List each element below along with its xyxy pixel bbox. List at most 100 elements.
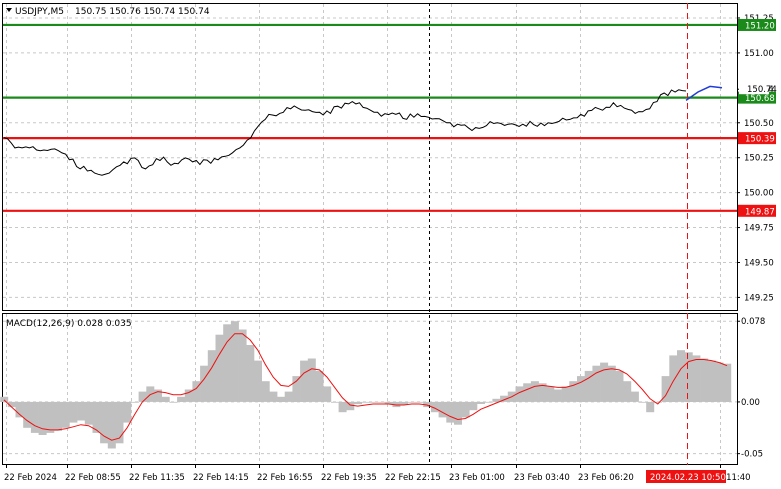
macd-histogram-bar	[592, 365, 601, 402]
time-axis-label: b 11:40	[718, 473, 751, 483]
macd-histogram-bar	[661, 376, 670, 402]
macd-histogram-bar	[92, 401, 101, 433]
macd-histogram-bar	[354, 401, 362, 404]
macd-histogram-bar	[653, 401, 662, 403]
price-axis-label: 149.50	[744, 258, 774, 268]
macd-histogram-bar	[600, 362, 609, 402]
price-axis-label: 151.00	[744, 49, 774, 59]
macd-histogram-bar	[561, 386, 570, 402]
macd-histogram-bar	[46, 401, 55, 433]
macd-histogram-bar	[500, 395, 509, 402]
time-cursor-label: 2024.02.23 10:50	[650, 473, 726, 483]
price-axis-label: 150.50	[744, 119, 774, 129]
macd-histogram-bar	[669, 355, 678, 402]
macd-histogram-bar	[184, 389, 193, 402]
level-tag-label: 149.87	[745, 207, 775, 217]
macd-histogram-bar	[577, 376, 585, 402]
macd-histogram-bar	[315, 370, 324, 402]
macd-histogram-bar	[430, 401, 439, 413]
macd-indicator-label[interactable]: MACD(12,26,9) 0.028 0.035	[6, 319, 132, 329]
macd-histogram-bar	[361, 401, 370, 403]
macd-histogram-bar	[377, 401, 385, 403]
level-tag-bg	[738, 18, 776, 31]
level-tag-label: 151.20	[745, 21, 775, 31]
macd-histogram-bar	[715, 362, 724, 402]
ohlc-values: 150.75 150.76 150.74 150.74	[75, 7, 210, 17]
macd-histogram-bar	[407, 401, 416, 403]
macd-histogram-bar	[130, 401, 139, 403]
macd-histogram-bar	[384, 401, 393, 404]
macd-histogram-bar	[477, 401, 485, 404]
current-price-tag: 150.74	[739, 84, 777, 95]
macd-histogram-bar	[692, 355, 701, 402]
time-cursor-tag: 2024.02.23 10:50	[646, 470, 726, 483]
macd-histogram-bar	[454, 401, 462, 425]
price-line	[3, 89, 687, 176]
time-axis: 22 Feb 2024 22 Feb 08:55 22 Feb 11:35 22 Fe…	[4, 465, 751, 483]
macd-histogram-bar	[569, 381, 578, 402]
macd-histogram-bar	[307, 358, 316, 402]
macd-histogram-bar	[54, 401, 62, 431]
macd-histogram-bar	[254, 360, 262, 402]
macd-histogram-bar	[207, 350, 216, 402]
macd-histogram-bar	[607, 365, 616, 402]
macd-histogram-bar	[300, 360, 309, 402]
macd-histogram-bar	[684, 352, 693, 402]
macd-histogram-bar	[469, 401, 478, 411]
time-axis-label: 23 Feb 03:40	[514, 473, 570, 483]
symbol-label[interactable]: USDJPY,M5	[15, 7, 64, 17]
macd-histogram-bar	[154, 389, 162, 402]
current-price-label: 150.74	[747, 85, 777, 95]
macd-histogram-bar	[438, 401, 447, 418]
macd-histogram-bar	[553, 389, 562, 402]
macd-axis-label: 0.078	[741, 317, 765, 327]
macd-histogram-bar	[261, 381, 270, 402]
price-axis: 151.25151.00150.74150.50150.25150.00149.…	[737, 14, 774, 303]
macd-histogram-bar	[7, 401, 16, 408]
time-axis-label: 22 Feb 08:55	[65, 473, 121, 483]
macd-histogram-bar	[415, 401, 424, 403]
macd-histogram	[0, 321, 732, 449]
macd-histogram-bar	[530, 381, 539, 402]
macd-histogram-bar	[284, 391, 293, 402]
symbol-dropdown-icon[interactable]	[6, 8, 12, 12]
macd-histogram-bar	[107, 401, 116, 449]
macd-histogram-bar	[723, 363, 732, 402]
macd-histogram-bar	[292, 376, 301, 402]
macd-histogram-bar	[615, 370, 624, 402]
macd-histogram-bar	[269, 391, 278, 402]
macd-histogram-bar	[330, 401, 339, 403]
time-axis-label: 22 Feb 22:15	[385, 473, 441, 483]
macd-histogram-bar	[0, 396, 9, 402]
macd-histogram-bar	[77, 401, 86, 421]
macd-histogram-bar	[277, 396, 285, 402]
macd-axis-label: -0.05	[741, 450, 763, 460]
level-tag-bg	[738, 91, 776, 104]
macd-histogram-bar	[30, 401, 39, 433]
macd-histogram-bar	[177, 396, 186, 402]
macd-histogram-bar	[400, 401, 409, 405]
macd-histogram-bar	[346, 401, 355, 411]
macd-histogram-bar	[323, 386, 332, 402]
macd-histogram-bar	[707, 360, 716, 402]
macd-histogram-bar	[623, 381, 632, 402]
level-tag-label: 150.39	[745, 135, 775, 145]
price-axis-label: 150.00	[744, 189, 774, 199]
macd-histogram-bar	[446, 401, 455, 423]
macd-axis: 0.078 0.00 -0.05	[737, 317, 765, 460]
macd-histogram-bar	[84, 401, 93, 425]
time-axis-label: 23 Feb 01:00	[449, 473, 505, 483]
macd-histogram-bar	[123, 401, 132, 423]
macd-histogram-bar	[638, 401, 647, 403]
macd-histogram-bar	[677, 350, 685, 402]
macd-histogram-bar	[630, 391, 639, 402]
macd-histogram-bar	[538, 383, 547, 402]
macd-histogram-bar	[338, 401, 347, 413]
price-axis-label: 149.25	[744, 293, 774, 303]
price-grid	[3, 4, 737, 310]
time-axis-label: 22 Feb 16:55	[257, 473, 313, 483]
level-tag-bg	[738, 204, 776, 217]
horizontal-levels[interactable]	[3, 23, 737, 212]
price-axis-label: 150.25	[744, 154, 774, 164]
